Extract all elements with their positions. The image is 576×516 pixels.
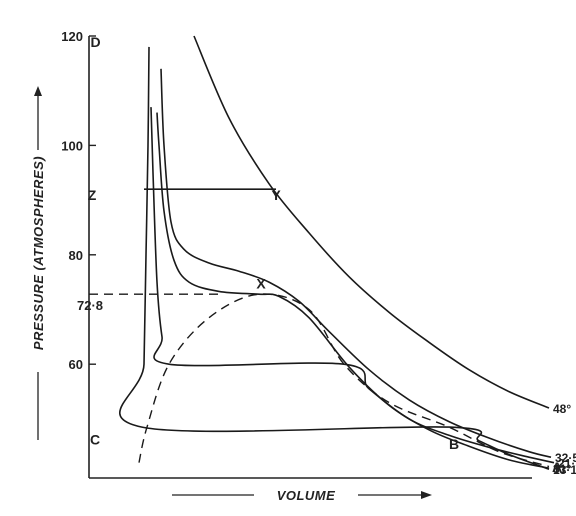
y-tick-label: 80 (69, 248, 83, 263)
point-label-b: B (449, 436, 459, 452)
x-axis-arrow-head (421, 491, 432, 499)
isotherm-label: 48° (553, 402, 571, 416)
isotherm-label: 21·5° (558, 457, 576, 471)
isotherm-label: 13·1° (553, 463, 576, 477)
y-axis-title: PRESSURE (ATMOSPHERES) (31, 156, 46, 350)
dashed-boundary-line-6 (138, 293, 550, 468)
x-axis-title: VOLUME (277, 488, 336, 503)
critical-pressure-label: 72·8 (77, 298, 103, 313)
y-tick-label: 60 (69, 357, 83, 372)
isotherm-label: 31° (553, 462, 571, 476)
isotherm-4 (150, 107, 555, 464)
point-label-x: X (256, 276, 266, 292)
isotherm-5 (119, 46, 550, 470)
isotherm-1 (193, 35, 550, 409)
point-label-y: Y (271, 187, 281, 203)
y-axis-title-group: PRESSURE (ATMOSPHERES) (31, 86, 46, 440)
isotherm-label: 32·5° (555, 451, 576, 465)
y-tick-label: 100 (61, 138, 83, 153)
isotherm-2 (160, 68, 552, 458)
point-label-d: D (90, 34, 100, 50)
point-label-z: Z (88, 187, 97, 203)
isotherm-3 (156, 112, 550, 469)
y-tick-label: 120 (61, 29, 83, 44)
x-axis-title-group: VOLUME (172, 488, 432, 503)
point-label-a: A (552, 459, 562, 475)
point-label-c: C (90, 432, 100, 448)
y-axis-arrow-head (34, 86, 42, 96)
